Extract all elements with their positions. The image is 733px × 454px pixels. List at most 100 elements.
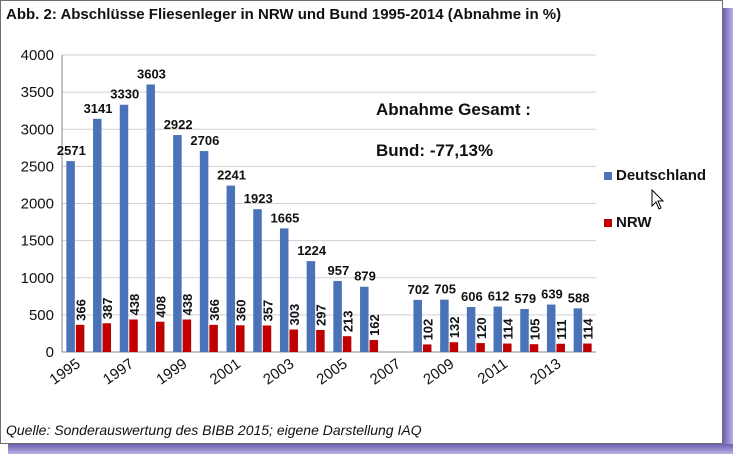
data-label-deutschland: 2241	[217, 168, 246, 183]
y-tick-label: 500	[29, 307, 54, 324]
x-tick-label: 1997	[100, 355, 137, 388]
data-label-nrw: 366	[73, 299, 88, 321]
data-label-deutschland: 957	[327, 263, 349, 278]
bar-deutschland	[93, 118, 102, 352]
data-label-deutschland: 579	[514, 291, 536, 306]
data-label-deutschland: 1224	[297, 243, 327, 258]
bar-deutschland	[66, 161, 75, 352]
bar-deutschland	[146, 84, 155, 353]
bar-deutschland	[520, 309, 529, 352]
bar-deutschland	[306, 261, 316, 352]
annotation-total-decline: Abnahme Gesamt :	[376, 100, 531, 119]
frame-shadow-bottom	[8, 444, 733, 454]
data-label-nrw: 132	[447, 316, 462, 338]
y-tick-label: 1500	[21, 233, 54, 250]
bar-nrw	[503, 343, 512, 352]
data-label-nrw: 297	[314, 304, 329, 326]
legend-swatch-nrw	[604, 218, 612, 227]
data-label-deutschland: 879	[354, 269, 376, 284]
bar-deutschland	[333, 280, 342, 352]
data-label-nrw: 111	[554, 319, 569, 339]
x-tick-label: 2005	[314, 355, 351, 388]
bar-deutschland	[546, 304, 556, 352]
bar-nrw	[129, 319, 138, 352]
bar-nrw	[529, 344, 539, 352]
data-label-deutschland: 2706	[190, 133, 219, 148]
y-tick-label: 4000	[21, 47, 54, 64]
data-label-nrw: 114	[501, 318, 516, 340]
data-label-deutschland: 639	[541, 287, 563, 302]
data-label-nrw: 102	[420, 319, 435, 341]
y-tick-label: 2500	[21, 158, 54, 175]
data-label-nrw: 114	[581, 318, 596, 340]
bar-deutschland	[173, 135, 182, 352]
x-tick-label: 2011	[475, 355, 511, 387]
legend-item-nrw: NRW	[604, 214, 652, 231]
data-label-deutschland: 1923	[244, 191, 273, 206]
data-label-deutschland: 1665	[270, 210, 299, 225]
bar-nrw	[209, 324, 218, 352]
bar-deutschland	[119, 104, 129, 352]
data-label-deutschland: 705	[434, 282, 456, 297]
data-label-deutschland: 2922	[164, 117, 193, 132]
data-label-deutschland: 588	[568, 290, 590, 305]
data-label-nrw: 360	[234, 300, 249, 322]
chart-title: Abb. 2: Abschlüsse Fliesenleger in NRW u…	[6, 6, 562, 23]
data-label-deutschland: 702	[408, 282, 430, 297]
bar-nrw	[422, 344, 432, 352]
mouse-pointer-icon	[651, 189, 665, 210]
source-note: Quelle: Sonderauswertung des BIBB 2015; …	[6, 422, 422, 438]
data-label-nrw: 162	[367, 314, 382, 336]
bar-deutschland	[279, 228, 289, 352]
x-tick-label: 1999	[153, 355, 190, 388]
x-tick-label: 2003	[260, 355, 297, 388]
bar-deutschland	[440, 299, 449, 352]
data-label-deutschland: 3141	[84, 101, 113, 116]
bar-nrw	[102, 323, 112, 352]
y-tick-label: 0	[46, 344, 54, 361]
bar-deutschland	[360, 286, 369, 352]
bar-nrw	[449, 342, 459, 352]
bar-nrw	[182, 319, 192, 352]
data-label-nrw: 105	[527, 319, 542, 341]
data-label-nrw: 366	[207, 299, 222, 321]
bar-deutschland	[493, 306, 503, 352]
bar-deutschland	[466, 307, 476, 352]
y-tick-label: 3500	[21, 84, 54, 101]
bar-nrw	[236, 325, 245, 352]
data-label-deutschland: 612	[488, 289, 510, 304]
data-label-deutschland: 3330	[110, 87, 139, 102]
data-label-nrw: 387	[100, 298, 115, 320]
x-tick-label: 2007	[367, 355, 404, 388]
legend-swatch-deutschland	[604, 171, 612, 180]
bar-deutschland	[413, 299, 422, 352]
bar-nrw	[316, 329, 325, 352]
legend-label-deutschland: Deutschland	[616, 167, 707, 184]
bar-nrw	[556, 343, 565, 352]
bar-deutschland	[253, 209, 262, 352]
bar-deutschland	[199, 151, 209, 352]
bar-deutschland	[226, 185, 236, 352]
data-label-nrw: 357	[260, 300, 275, 322]
y-tick-label: 3000	[21, 121, 54, 138]
data-label-nrw: 438	[180, 294, 195, 316]
data-label-nrw: 408	[153, 296, 168, 318]
annotation-federal-decline: Bund: -77,13%	[376, 141, 494, 160]
y-tick-label: 1000	[21, 270, 54, 287]
bar-nrw	[583, 343, 592, 352]
legend-label-nrw: NRW	[616, 214, 652, 231]
y-tick-label: 2000	[21, 196, 54, 213]
data-label-nrw: 120	[474, 317, 489, 339]
data-label-nrw: 213	[340, 310, 355, 332]
bar-nrw	[75, 324, 85, 352]
bar-nrw	[262, 325, 272, 352]
bar-nrw	[289, 329, 298, 352]
data-label-deutschland: 3603	[137, 66, 166, 81]
data-label-nrw: 438	[127, 294, 142, 316]
bar-nrw	[342, 336, 352, 352]
data-label-nrw: 303	[287, 304, 302, 326]
bar-deutschland	[573, 308, 583, 352]
data-label-deutschland: 606	[461, 289, 483, 304]
x-tick-label: 2013	[527, 355, 564, 388]
